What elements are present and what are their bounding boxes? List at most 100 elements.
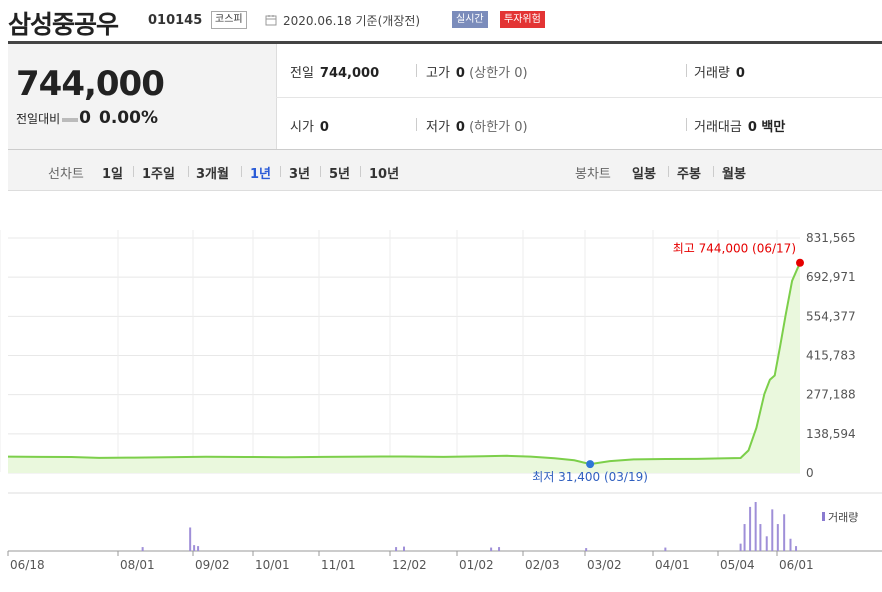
line-chart-label: 선차트 [48, 167, 84, 182]
x-tick-label: 11/01 [321, 558, 356, 572]
volume-legend-label: 거래량 [828, 511, 858, 524]
tab-5year[interactable]: 5년 [329, 167, 351, 182]
volume: 거래량 0 [694, 62, 745, 81]
divider [8, 149, 882, 150]
y-tick-label: 692,971 [806, 270, 856, 284]
calendar-icon [265, 15, 277, 26]
y-tick-label: 415,783 [806, 349, 856, 363]
open-value: 0 [319, 120, 329, 135]
max-label: 최고 744,000 (06/17) [673, 242, 796, 256]
x-tick-label: 10/01 [255, 558, 290, 572]
divider [8, 41, 882, 44]
separator [241, 166, 242, 177]
prev-close-label: 전일 [290, 66, 314, 81]
max-point [796, 258, 804, 267]
x-tick-label: 03/02 [587, 558, 622, 572]
risk-badge: 투자위험 [500, 11, 545, 28]
upper-limit: (상한가 0) [469, 66, 528, 81]
realtime-button[interactable]: 실시간 [452, 11, 488, 28]
volume-bar [395, 547, 398, 551]
stock-name: 삼성중공우 [8, 10, 119, 39]
trade-amount: 거래대금 0 백만 [694, 116, 785, 135]
volume-bar [783, 514, 786, 551]
x-tick-label: 05/04 [720, 558, 755, 572]
volume-bar [771, 509, 774, 551]
min-point [586, 460, 595, 469]
change-label: 전일대비 [16, 112, 61, 126]
stock-code: 010145 [148, 13, 203, 28]
volume-bar [189, 527, 192, 551]
change-percent: 0.00% [99, 108, 158, 128]
chart-tabs: 선차트 1일 1주일 3개월 1년 3년 5년 10년 봉차트 일봉 주봉 월봉 [8, 150, 882, 191]
price-line [7, 262, 801, 466]
x-tick-label: 02/03 [525, 558, 560, 572]
y-tick-label: 554,377 [806, 309, 856, 323]
lower-limit: (하한가 0) [469, 120, 528, 135]
volume-bar [498, 547, 501, 551]
high-price: 고가 0 (상한가 0) [426, 62, 528, 81]
x-tick-label: 09/02 [195, 558, 230, 572]
tab-1year[interactable]: 1년 [250, 167, 272, 182]
volume-bar [141, 547, 144, 551]
prev-close-value: 744,000 [319, 66, 380, 81]
quote-row: 시가 0 저가 0 (하한가 0) 거래대금 0 백만 [276, 97, 882, 150]
candle-chart-label: 봉차트 [575, 167, 611, 182]
change-value: 0 [79, 108, 92, 128]
volume-bar [776, 524, 779, 551]
volume-bar [585, 548, 588, 551]
tab-1week[interactable]: 1주일 [142, 167, 175, 182]
reference-date: 2020.06.18 기준(개장전) [283, 14, 421, 28]
market-badge: 코스피 [211, 11, 247, 29]
separator [416, 64, 417, 77]
tab-10year[interactable]: 10년 [369, 167, 400, 182]
volume-bar [789, 538, 792, 551]
separator [686, 64, 687, 77]
high-value: 0 [455, 66, 465, 81]
volume-bar [490, 547, 493, 551]
x-tick-label: 12/02 [392, 558, 427, 572]
tab-daily-candle[interactable]: 일봉 [632, 167, 656, 182]
price-chart: 831,565 692,971 554,377 415,783 277,188 138,5… [0, 190, 882, 588]
separator [280, 166, 281, 177]
x-tick-label: 01/02 [459, 558, 494, 572]
y-tick-label: 138,594 [806, 427, 856, 441]
volume-bar [743, 524, 746, 551]
amount-value: 0 백만 [747, 120, 786, 135]
volume-label: 거래량 [694, 66, 730, 81]
volume-bar [759, 524, 762, 551]
y-tick-label: 277,188 [806, 388, 856, 402]
min-label: 최저 31,400 (03/19) [532, 470, 648, 484]
volume-bar [754, 502, 757, 551]
separator [320, 166, 321, 177]
low-label: 저가 [426, 120, 450, 135]
tab-3month[interactable]: 3개월 [196, 167, 229, 182]
separator [416, 118, 417, 131]
amount-label: 거래대금 [694, 120, 742, 135]
quote-info: 전일 744,000 고가 0 (상한가 0) 거래량 0 시가 0 저가 0 (하한가 … [276, 44, 882, 149]
volume-bar [193, 545, 196, 551]
y-tick-label: 0 [806, 466, 814, 480]
quote-row: 전일 744,000 고가 0 (상한가 0) 거래량 0 [276, 44, 882, 96]
plot-area [8, 230, 874, 485]
x-tick-label: 06/01 [779, 558, 814, 572]
high-label: 고가 [426, 66, 450, 81]
open-label: 시가 [290, 120, 314, 135]
tab-weekly-candle[interactable]: 주봉 [677, 167, 701, 182]
x-tick-label: 06/18 [10, 558, 45, 572]
volume-bar [403, 546, 405, 551]
tab-3year[interactable]: 3년 [289, 167, 311, 182]
volume-bar [765, 536, 768, 551]
low-price: 저가 0 (하한가 0) [426, 116, 528, 135]
separator [360, 166, 361, 177]
volume-bar [795, 546, 798, 551]
x-tick-label: 08/01 [120, 558, 155, 572]
volume-bar [749, 506, 752, 551]
tab-1day[interactable]: 1일 [102, 167, 124, 182]
y-tick-label: 831,565 [806, 231, 856, 245]
price-chart-svg: 831,565 692,971 554,377 415,783 277,188 138,5… [0, 230, 882, 572]
open-price: 시가 0 [290, 116, 329, 135]
tab-monthly-candle[interactable]: 월봉 [722, 167, 746, 182]
volume-bar [197, 546, 200, 551]
separator [668, 166, 669, 177]
stock-header: 삼성중공우 010145 코스피 2020.06.18 기준(개장전) 실시간 … [0, 0, 882, 42]
